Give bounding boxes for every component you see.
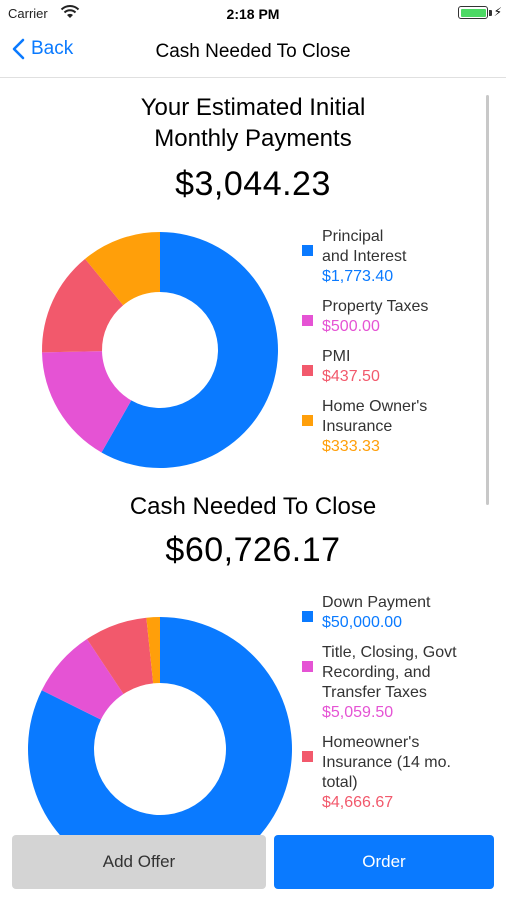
add-offer-label: Add Offer bbox=[102, 852, 176, 871]
legend-item-property-taxes: Property Taxes $500.00 bbox=[302, 297, 492, 337]
legend-item-home-owners-insurance: Home Owner's Insurance $333.33 bbox=[302, 397, 492, 457]
cash-to-close-donut-chart bbox=[28, 617, 292, 835]
legend-item-principal-interest: Principal and Interest $1,773.40 bbox=[302, 227, 492, 287]
legend-label: Insurance bbox=[322, 418, 393, 435]
order-label: Order bbox=[362, 852, 406, 871]
monthly-payments-title-line1: Your Estimated Initial bbox=[140, 94, 366, 121]
legend-value: $437.50 bbox=[322, 368, 380, 385]
scroll-content[interactable]: Your Estimated Initial Monthly Payments … bbox=[0, 79, 506, 835]
legend-value: $5,059.50 bbox=[322, 704, 394, 721]
legend-label: Homeowner's bbox=[322, 734, 420, 751]
battery-icon bbox=[458, 6, 488, 19]
cash-donut-slice-2 bbox=[86, 617, 154, 695]
back-button[interactable]: Back bbox=[12, 38, 73, 60]
legend-swatch-red bbox=[302, 365, 313, 376]
add-offer-button[interactable]: Add Offer bbox=[12, 835, 266, 889]
legend-label: Property Taxes bbox=[322, 298, 429, 315]
monthly-payments-title: Your Estimated Initial Monthly Payments bbox=[0, 92, 506, 154]
status-time: 2:18 PM bbox=[226, 6, 280, 22]
legend-label: Recording, and bbox=[322, 664, 431, 681]
legend-swatch-magenta bbox=[302, 315, 313, 326]
legend-label: Principal bbox=[322, 228, 384, 245]
monthly-donut-slice-3 bbox=[85, 232, 160, 306]
cash-to-close-title: Cash Needed To Close bbox=[129, 493, 377, 520]
scroll-indicator bbox=[486, 95, 489, 505]
page-title: Cash Needed To Close bbox=[155, 41, 351, 62]
cash-to-close-amount: $60,726.17 bbox=[165, 531, 341, 569]
legend-value: $50,000.00 bbox=[322, 614, 403, 631]
wifi-icon bbox=[60, 5, 80, 18]
chevron-left-icon bbox=[12, 38, 25, 60]
legend-value: $1,773.40 bbox=[322, 268, 394, 285]
legend-value: $4,666.67 bbox=[322, 794, 394, 811]
legend-label: Title, Closing, Govt bbox=[322, 644, 457, 661]
monthly-payments-title-line2: Monthly Payments bbox=[154, 125, 352, 152]
carrier-label: Carrier bbox=[8, 6, 48, 21]
charging-bolt-icon: ⚡ bbox=[493, 5, 502, 19]
legend-label: and Interest bbox=[322, 248, 407, 265]
legend-item-down-payment: Down Payment $50,000.00 bbox=[302, 593, 492, 633]
monthly-payments-amount: $3,044.23 bbox=[175, 165, 331, 203]
legend-label: Transfer Taxes bbox=[322, 684, 427, 701]
legend-value: $333.33 bbox=[322, 438, 380, 455]
legend-item-title-closing-taxes: Title, Closing, Govt Recording, and Tran… bbox=[302, 643, 492, 723]
monthly-payments-donut-chart bbox=[42, 232, 279, 468]
monthly-donut-slice-2 bbox=[42, 258, 124, 353]
monthly-payments-legend: Principal and Interest $1,773.40 Propert… bbox=[302, 227, 492, 467]
navigation-bar: Back Cash Needed To Close bbox=[0, 28, 506, 78]
legend-swatch-orange bbox=[302, 415, 313, 426]
status-bar: Carrier 2:18 PM ⚡ bbox=[0, 0, 506, 28]
legend-label: total) bbox=[322, 774, 358, 791]
cash-to-close-legend: Down Payment $50,000.00 Title, Closing, … bbox=[302, 593, 492, 823]
legend-item-homeowners-insurance-14mo: Homeowner's Insurance (14 mo. total) $4,… bbox=[302, 733, 492, 813]
legend-swatch-magenta bbox=[302, 661, 313, 672]
legend-label: Home Owner's bbox=[322, 398, 428, 415]
legend-swatch-red bbox=[302, 751, 313, 762]
legend-item-pmi: PMI $437.50 bbox=[302, 347, 492, 387]
legend-value: $500.00 bbox=[322, 318, 380, 335]
legend-label: PMI bbox=[322, 348, 351, 365]
cash-donut-slice-3 bbox=[146, 617, 160, 684]
legend-swatch-blue bbox=[302, 611, 313, 622]
monthly-donut-slice-0 bbox=[101, 232, 279, 468]
cash-donut-slice-0 bbox=[28, 617, 292, 835]
monthly-donut-slice-1 bbox=[42, 351, 132, 453]
battery-cap bbox=[489, 10, 492, 16]
legend-label: Down Payment bbox=[322, 594, 431, 611]
back-label: Back bbox=[31, 38, 74, 59]
order-button[interactable]: Order bbox=[274, 835, 494, 889]
legend-swatch-blue bbox=[302, 245, 313, 256]
legend-label: Insurance (14 mo. bbox=[322, 754, 451, 771]
bottom-action-bar: Add Offer Order bbox=[0, 835, 506, 900]
cash-donut-slice-1 bbox=[41, 639, 124, 720]
